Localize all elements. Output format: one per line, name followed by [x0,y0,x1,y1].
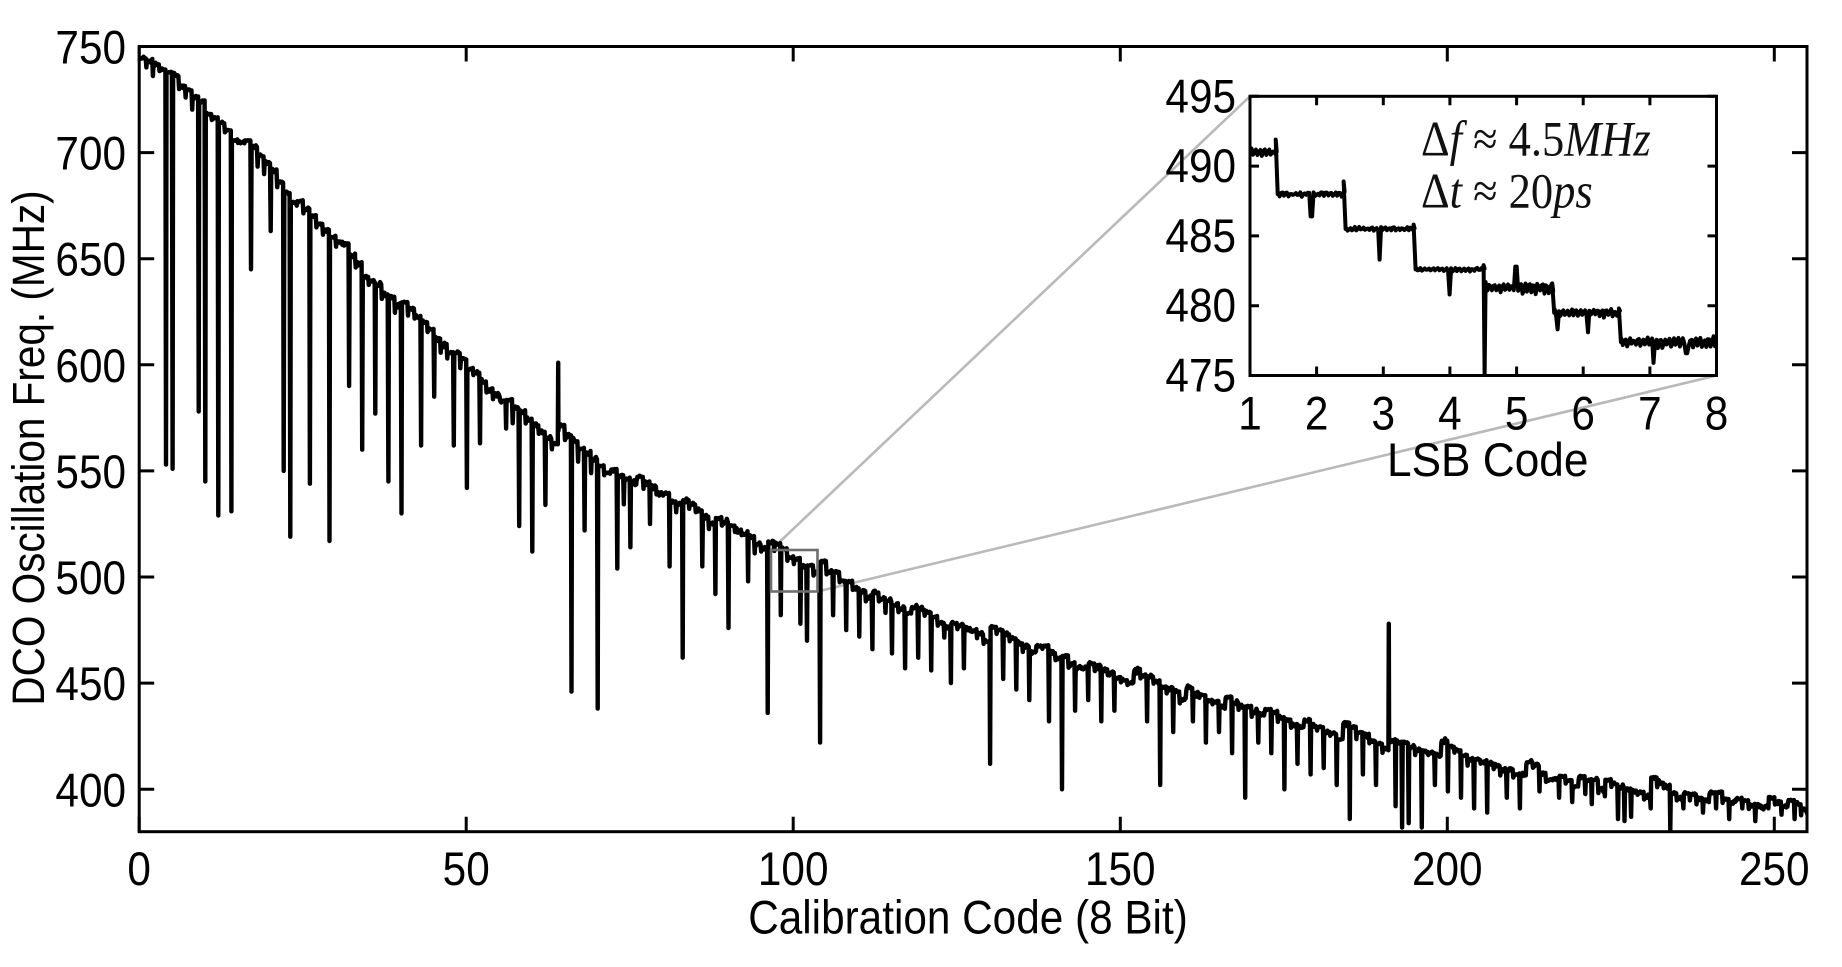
svg-text:Δf ≈ 4.5MHz: Δf ≈ 4.5MHz [1421,112,1651,167]
svg-text:490: 490 [1165,141,1236,193]
svg-text:LSB Code: LSB Code [1387,434,1588,487]
svg-text:DCO Oscillation Freq. (MHz): DCO Oscillation Freq. (MHz) [4,190,54,705]
svg-text:150: 150 [1085,844,1156,896]
svg-text:485: 485 [1165,211,1236,263]
svg-text:550: 550 [55,447,126,499]
svg-text:650: 650 [55,235,126,287]
svg-text:500: 500 [55,553,126,605]
svg-text:8: 8 [1705,389,1729,441]
svg-text:475: 475 [1165,351,1236,403]
svg-text:600: 600 [55,341,126,393]
svg-text:4: 4 [1438,389,1462,441]
svg-text:450: 450 [55,659,126,711]
svg-text:400: 400 [55,765,126,817]
svg-text:250: 250 [1739,844,1810,896]
svg-text:Δt ≈ 20ps: Δt ≈ 20ps [1421,164,1593,219]
svg-text:3: 3 [1372,389,1396,441]
svg-text:0: 0 [127,844,151,896]
svg-text:495: 495 [1165,71,1236,123]
svg-text:750: 750 [55,23,126,75]
svg-text:2: 2 [1305,389,1329,441]
svg-text:1: 1 [1238,389,1262,441]
svg-text:7: 7 [1638,389,1662,441]
svg-text:480: 480 [1165,281,1236,333]
svg-text:Calibration Code (8 Bit): Calibration Code (8 Bit) [748,893,1188,945]
svg-text:6: 6 [1571,389,1595,441]
svg-text:50: 50 [443,844,490,896]
svg-text:700: 700 [55,129,126,181]
svg-text:5: 5 [1505,389,1529,441]
svg-text:100: 100 [758,844,829,896]
svg-text:200: 200 [1412,844,1483,896]
